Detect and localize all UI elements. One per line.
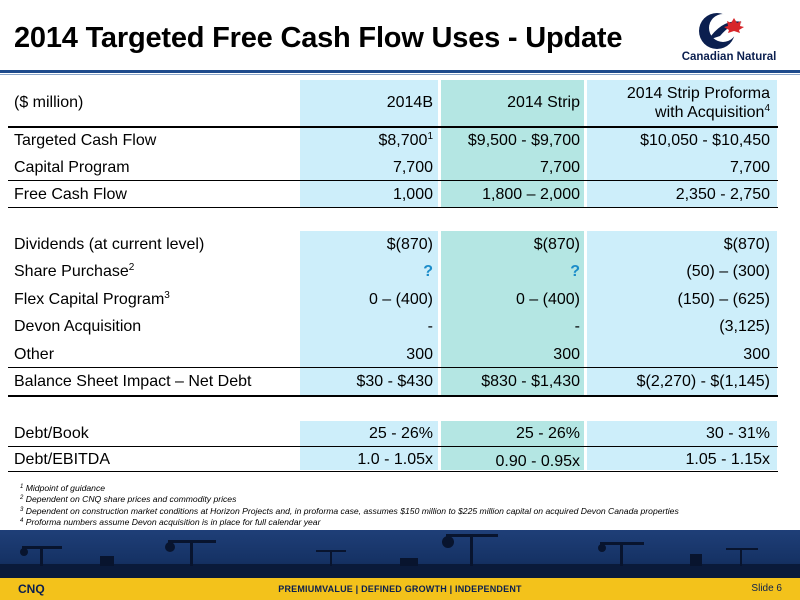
oilfield-photo-banner [0, 530, 800, 578]
cell-targeted-proforma: $10,050 - $10,450 [640, 132, 770, 149]
footnotes: 1 Midpoint of guidance 2 Dependent on CN… [20, 483, 679, 529]
cell-capital-strip: 7,700 [539, 159, 580, 176]
col-proforma-bg-block3 [587, 421, 777, 470]
cell-flex-proforma: (150) – (625) [677, 291, 771, 308]
cell-fcf-proforma: 2,350 - 2,750 [675, 186, 770, 203]
header-proforma-line1: 2014 Strip Proforma [626, 85, 770, 102]
header-rule [8, 126, 778, 128]
cell-debtebitda-strip: 0.90 - 0.95x [495, 453, 581, 470]
row-label-free-cash-flow: Free Cash Flow [14, 186, 127, 203]
block1-bottom-rule [8, 207, 778, 208]
footnote-3: 3 Dependent on construction market condi… [20, 505, 679, 516]
title-rule-thin [0, 74, 800, 75]
row-label-other: Other [14, 346, 55, 363]
col-2014b-bg-block1 [300, 80, 438, 208]
cell-debtbook-2014b: 25 - 26% [368, 425, 433, 442]
row-label-dividends: Dividends (at current level) [14, 236, 205, 253]
cell-devon-proforma: (3,125) [719, 318, 770, 335]
header-unit: ($ million) [14, 94, 84, 111]
row-label-flex-capital: Flex Capital Program3 [14, 290, 170, 309]
block3-bottom-rule [8, 471, 778, 472]
cell-devon-strip: - [574, 318, 580, 335]
col-strip-bg-block3 [441, 421, 584, 470]
cell-devon-2014b: - [427, 318, 433, 335]
col-proforma-bg-block2 [587, 231, 777, 397]
header-proforma-line2: with Acquisition4 [655, 103, 770, 122]
cell-dividends-strip: $(870) [533, 236, 580, 253]
cell-dividends-proforma: $(870) [723, 236, 770, 253]
row-label-targeted-cash-flow: Targeted Cash Flow [14, 132, 157, 149]
col-proforma-bg-block1 [587, 80, 777, 208]
title-rule [0, 70, 800, 73]
cell-other-strip: 300 [553, 346, 580, 363]
cell-debtbook-strip: 25 - 26% [515, 425, 580, 442]
slide-title: 2014 Targeted Free Cash Flow Uses - Upda… [14, 22, 623, 54]
subtotal-rule [8, 180, 778, 181]
subtotal-rule-2 [8, 367, 778, 368]
cell-share-proforma: (50) – (300) [686, 263, 770, 280]
footer-bar [0, 578, 800, 600]
row-label-devon: Devon Acquisition [14, 318, 142, 335]
footnote-2: 2 Dependent on CNQ share prices and comm… [20, 494, 237, 505]
cell-targeted-2014b: $8,7001 [378, 131, 434, 150]
header-2014b: 2014B [386, 94, 433, 111]
slide-number: Slide 6 [751, 583, 782, 594]
block3-mid-rule [8, 446, 778, 447]
cell-debtebitda-proforma: 1.05 - 1.15x [685, 451, 771, 468]
cell-capital-proforma: 7,700 [729, 159, 770, 176]
cell-dividends-2014b: $(870) [386, 236, 433, 253]
cell-other-2014b: 300 [406, 346, 433, 363]
col-strip-bg-block2 [441, 231, 584, 397]
cell-flex-strip: 0 – (400) [515, 291, 580, 308]
cell-debtbook-proforma: 30 - 31% [705, 425, 770, 442]
col-strip-bg-block1 [441, 80, 584, 208]
cell-debtebitda-2014b: 1.0 - 1.05x [357, 451, 433, 468]
row-label-debt-book: Debt/Book [14, 425, 89, 442]
row-label-debt-ebitda: Debt/EBITDA [14, 451, 111, 468]
cell-fcf-strip: 1,800 – 2,000 [482, 186, 580, 203]
cell-balance-2014b: $30 - $430 [356, 373, 433, 390]
col-2014b-bg-block2 [300, 231, 438, 397]
cell-fcf-2014b: 1,000 [392, 186, 433, 203]
row-label-capital-program: Capital Program [14, 159, 130, 176]
header-2014-strip: 2014 Strip [507, 94, 580, 111]
row-label-share-purchase: Share Purchase2 [14, 262, 135, 281]
cell-capital-2014b: 7,700 [392, 159, 433, 176]
cell-other-proforma: 300 [743, 346, 770, 363]
row-label-balance-sheet: Balance Sheet Impact – Net Debt [14, 373, 252, 390]
footer-tagline: PREMIUMVALUE | DEFINED GROWTH | INDEPEND… [278, 584, 522, 594]
logo-mark-icon [699, 13, 744, 49]
cell-balance-strip: $830 - $1,430 [481, 373, 580, 390]
company-logo: Canadian Natural [668, 10, 790, 68]
cell-balance-proforma: $(2,270) - $(1,145) [636, 373, 770, 390]
block2-bottom-rule [8, 395, 778, 397]
col-2014b-bg-block3 [300, 421, 438, 470]
pumpjack-silhouettes-icon [0, 534, 800, 578]
cell-targeted-strip: $9,500 - $9,700 [467, 132, 580, 149]
footer-ticker: CNQ [18, 582, 45, 596]
logo-text: Canadian Natural [681, 51, 777, 63]
cell-flex-2014b: 0 – (400) [368, 291, 433, 308]
footnote-1: 1 Midpoint of guidance [20, 483, 106, 493]
cell-share-strip: ? [570, 263, 580, 280]
footnote-4: 4 Proforma numbers assume Devon acquisit… [20, 517, 321, 528]
cell-share-2014b: ? [423, 263, 433, 280]
